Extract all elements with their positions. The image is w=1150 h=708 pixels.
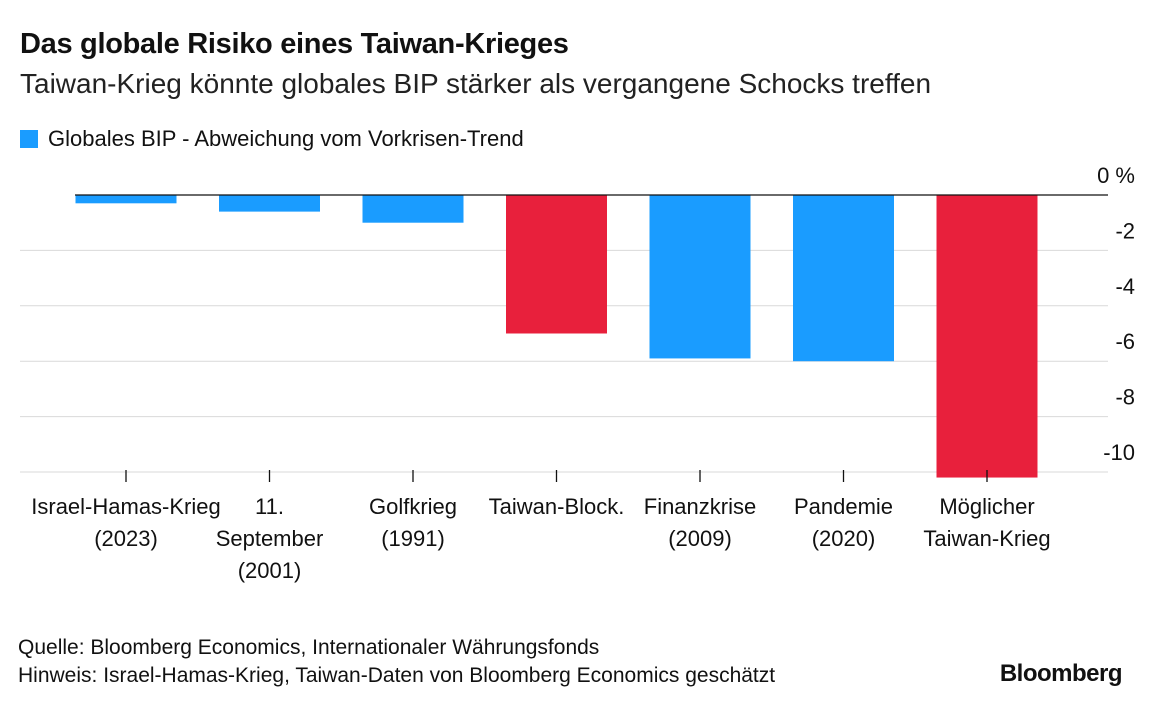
category-label: Finanzkrise (2009) [644,494,756,551]
chart-subtitle: Taiwan-Krieg könnte globales BIP stärker… [20,68,932,99]
category-label: Golfkrieg (1991) [369,494,457,551]
bloomberg-logo: Bloomberg [999,660,1123,687]
y-tick-label: -8 [1115,385,1135,410]
y-tick-label: -10 [1103,440,1135,465]
legend: Globales BIP - Abweichung vom Vorkrisen-… [20,126,524,152]
bar [649,195,751,359]
legend-label: Globales BIP - Abweichung vom Vorkrisen-… [48,126,524,151]
category-label: 11. September (2001) [216,494,324,583]
category-label: Möglicher Taiwan-Krieg [923,494,1050,551]
hint-note: Hinweis: Israel-Hamas-Krieg, Taiwan-Date… [18,664,776,687]
bar [506,195,607,334]
bar [219,195,320,212]
bar [793,195,894,362]
chart-title: Das globale Risiko eines Taiwan-Krieges [20,28,569,60]
y-tick-label: 0 % [1097,163,1135,188]
legend-swatch [20,130,38,148]
y-tick-label: -2 [1115,218,1135,243]
category-label: Taiwan-Block. [489,494,625,519]
bar [75,195,177,204]
bar [362,195,464,223]
y-tick-label: -4 [1115,274,1135,299]
category-label: Pandemie (2020) [794,494,893,551]
source-note: Quelle: Bloomberg Economics, Internation… [18,636,600,659]
y-tick-label: -6 [1115,329,1135,354]
bar [936,195,1038,478]
category-label: Israel-Hamas-Krieg (2023) [31,494,221,551]
